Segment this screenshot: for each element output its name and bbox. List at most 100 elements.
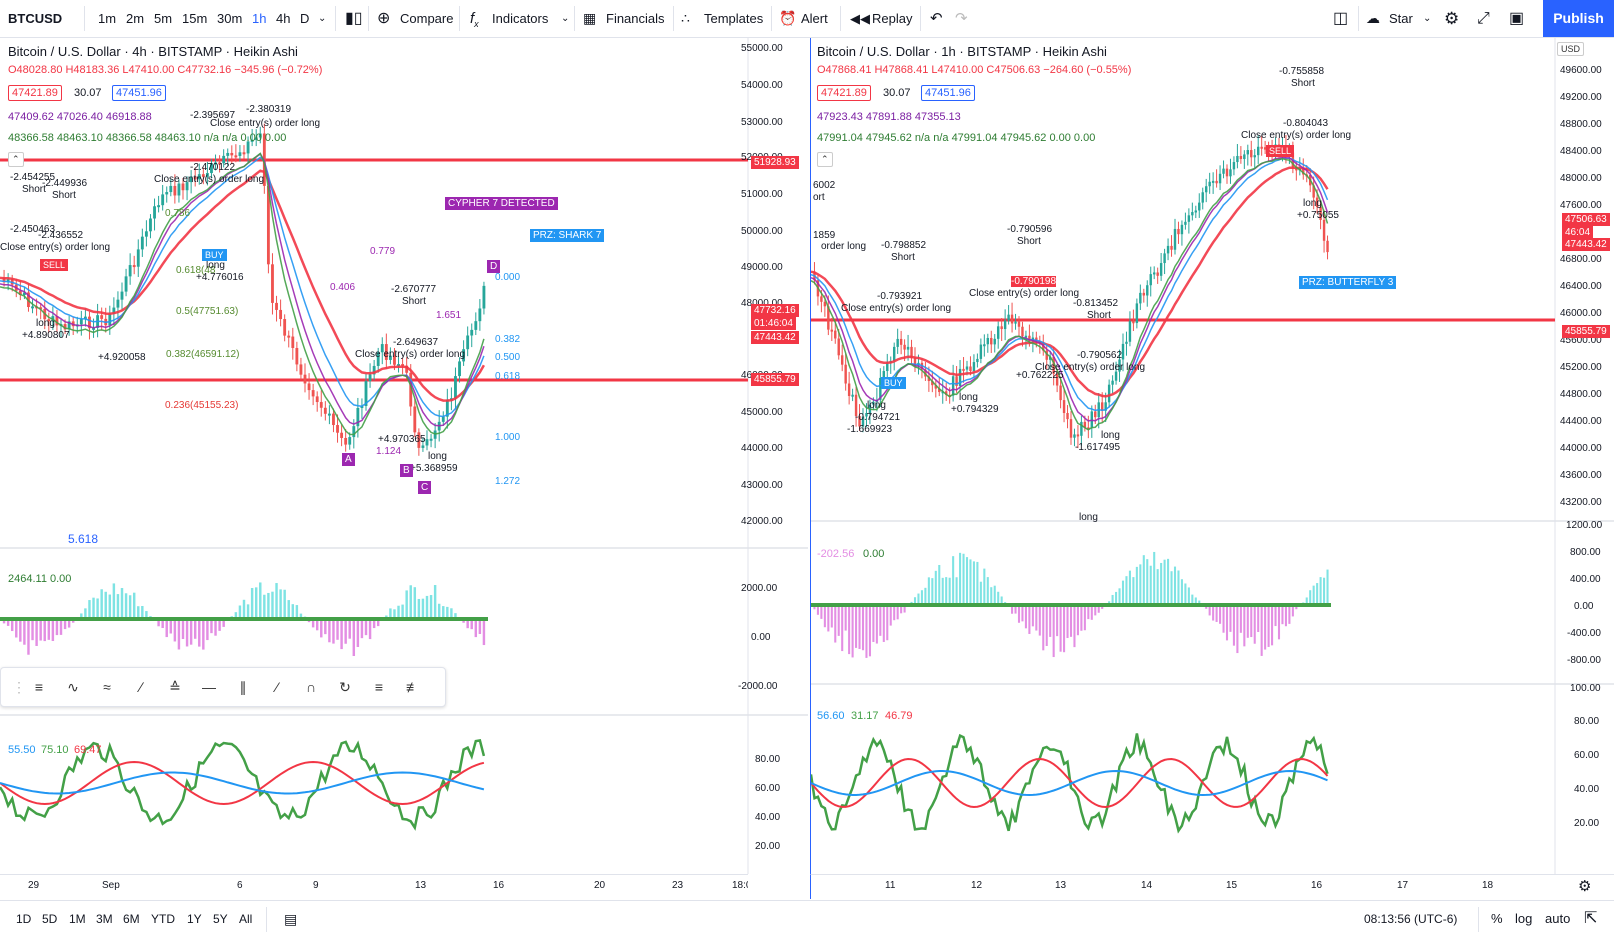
candle-body	[6, 279, 10, 283]
left-chart-canvas[interactable]	[0, 38, 808, 874]
right-chart[interactable]: Bitcoin / U.S. Dollar · 1h · BITSTAMP · …	[810, 38, 1614, 874]
interval-4h[interactable]: 4h	[276, 11, 291, 26]
range-1y[interactable]: 1Y	[187, 912, 202, 926]
templates-button[interactable]: Templates	[704, 11, 764, 26]
star-cloud-icon[interactable]: ☁	[1366, 10, 1380, 26]
compare-plus-icon[interactable]: ⊕	[377, 10, 391, 27]
pattern-point-b: B	[400, 464, 413, 477]
candle-body	[1010, 314, 1014, 324]
abcd-pattern-icon[interactable]: ≈	[103, 679, 111, 695]
drawing-toolbar[interactable]: ⋮ ≡ ∿ ≈ ∕ ≙ — ∥ ⁄ ∩ ↻ ≡ ≢	[0, 667, 446, 707]
range-3m[interactable]: 3M	[96, 912, 113, 926]
range-5y[interactable]: 5Y	[213, 912, 228, 926]
candle-body	[1007, 314, 1010, 321]
indicators-fx-icon[interactable]: fx	[470, 10, 479, 29]
undo-icon[interactable]: ↶	[930, 10, 943, 27]
interval-30m[interactable]: 30m	[217, 11, 243, 26]
replay-icon[interactable]: ◀◀	[850, 11, 870, 26]
financials-button[interactable]: Financials	[606, 11, 665, 26]
right-bid-box[interactable]: 47421.89	[817, 85, 871, 101]
left-countdown-tag: 01:46:04	[751, 317, 796, 330]
range-all[interactable]: All	[239, 912, 253, 926]
fib-spiral-icon[interactable]: ↻	[339, 679, 351, 695]
log-scale-toggle[interactable]: log	[1515, 911, 1533, 926]
interval-2m[interactable]: 2m	[126, 11, 145, 26]
interval-d[interactable]: D	[300, 11, 310, 26]
candle-body	[356, 407, 360, 427]
horizontal-line-icon[interactable]: —	[202, 679, 216, 695]
expand-corner-icon[interactable]: ⇱	[1584, 910, 1598, 927]
publish-button[interactable]: Publish	[1543, 0, 1614, 37]
settings-gear-icon[interactable]: ⚙	[1444, 9, 1460, 28]
auto-scale-toggle[interactable]: auto	[1545, 911, 1571, 926]
star-button[interactable]: Star	[1389, 11, 1413, 26]
fullscreen-icon[interactable]: ⤢	[1477, 10, 1490, 27]
date-range-calendar-icon[interactable]: ▤	[284, 911, 298, 927]
candle-body	[441, 416, 445, 422]
indicators-button[interactable]: Indicators	[492, 11, 549, 26]
left-ask-box[interactable]: 47451.96	[112, 85, 166, 101]
symbol-search[interactable]: BTCUSD	[8, 11, 63, 26]
rsi-line	[811, 757, 1329, 809]
fib-retracement-icon[interactable]: ≙	[169, 679, 181, 695]
left-osc-axis-2: -2000.00	[738, 681, 778, 692]
currency-dropdown[interactable]: USD	[1557, 42, 1585, 56]
head-shoulders-icon[interactable]: ∩	[305, 679, 317, 695]
range-1m[interactable]: 1M	[69, 912, 86, 926]
range-6m[interactable]: 6M	[123, 912, 140, 926]
left-time-axis[interactable]: 29 Sep 6 9 13 16 20 23 18:0	[0, 874, 748, 899]
left-collapse-button[interactable]: ⌃	[8, 152, 24, 167]
interval-1m[interactable]: 1m	[98, 11, 117, 26]
regression-trend-icon[interactable]: ≢	[406, 679, 420, 695]
drag-handle-icon[interactable]: ⋮	[12, 679, 26, 695]
right-ask-box[interactable]: 47451.96	[921, 85, 975, 101]
candle-body	[1222, 168, 1225, 174]
templates-icon[interactable]: ∴	[681, 10, 690, 26]
financials-icon[interactable]: ▦	[583, 10, 597, 26]
axis-settings-gear-icon[interactable]: ⚙	[1578, 878, 1592, 895]
candle-body	[1198, 202, 1201, 211]
left-time-sep: Sep	[102, 880, 120, 891]
alert-button[interactable]: Alert	[801, 11, 828, 26]
candle-body	[1028, 335, 1031, 342]
candle-body	[360, 406, 364, 409]
interval-5m[interactable]: 5m	[154, 11, 173, 26]
right-chart-canvas[interactable]	[811, 38, 1614, 874]
candle-body	[323, 407, 327, 414]
snapshot-camera-icon[interactable]: ▣	[1509, 10, 1525, 27]
trend-line-icon[interactable]: ∕	[139, 679, 143, 695]
xabcd-pattern-icon[interactable]: ≡	[34, 679, 44, 695]
range-1d[interactable]: 1D	[16, 912, 32, 926]
parallel-channel-icon[interactable]: ≡	[374, 679, 384, 695]
alert-clock-icon[interactable]: ⏰	[779, 10, 797, 26]
left-chart[interactable]: Bitcoin / U.S. Dollar · 4h · BITSTAMP · …	[0, 38, 808, 874]
percent-scale-toggle[interactable]: %	[1491, 911, 1503, 926]
chart-settings-corner[interactable]: ⚙	[1554, 874, 1614, 899]
replay-button[interactable]: Replay	[872, 11, 913, 26]
candle-body	[969, 366, 972, 371]
ray-icon[interactable]: ⁄	[275, 679, 279, 695]
right-time-axis[interactable]: 11 12 13 14 15 16 17 18	[810, 874, 1555, 899]
interval-1h[interactable]: 1h	[252, 11, 267, 26]
elliott-wave-icon[interactable]: ∿	[67, 679, 79, 695]
right-collapse-button[interactable]: ⌃	[817, 152, 833, 167]
compare-button[interactable]: Compare	[400, 11, 454, 26]
star-dropdown-icon[interactable]: ⌄	[1423, 13, 1432, 24]
indicators-dropdown-icon[interactable]: ⌄	[561, 13, 570, 24]
redo-icon[interactable]: ↷	[955, 10, 968, 27]
left-bid-box[interactable]: 47421.89	[8, 85, 62, 101]
layout-icon[interactable]: ◫	[1333, 10, 1349, 27]
candle-body	[1149, 274, 1152, 286]
range-5d[interactable]: 5D	[42, 912, 58, 926]
range-ytd[interactable]: YTD	[151, 912, 175, 926]
interval-15m[interactable]: 15m	[182, 11, 208, 26]
left-rsi-axis-3: 20.00	[755, 841, 781, 852]
right-osc-axis-3: 0.00	[1574, 601, 1594, 612]
candle-body	[1073, 434, 1076, 438]
long-position-icon[interactable]: ∥	[239, 679, 247, 695]
candle-body	[83, 316, 87, 320]
chart-type-icon[interactable]: ▮▯	[345, 10, 363, 27]
clock-timezone[interactable]: 08:13:56 (UTC-6)	[1364, 912, 1458, 926]
interval-dropdown-icon[interactable]: ⌄	[318, 13, 327, 24]
left-rsi-value-1: 55.50	[8, 744, 36, 756]
